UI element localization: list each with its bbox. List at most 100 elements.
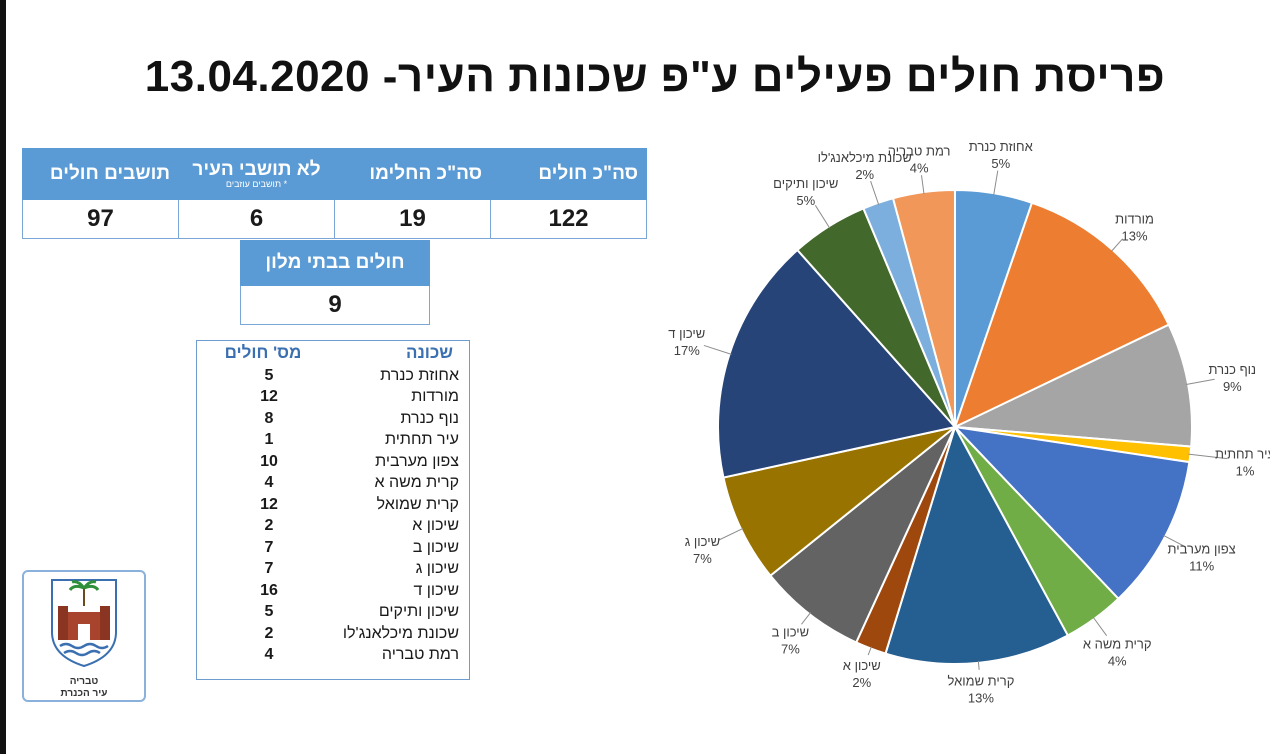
slice-label: עיר תחתית bbox=[1215, 447, 1270, 462]
slice-percent: 2% bbox=[852, 675, 871, 690]
value-hotel-patients: 9 bbox=[240, 285, 430, 325]
neighborhood-row: אחוזת כנרת 5 bbox=[197, 365, 469, 387]
slice-label: קרית משה א bbox=[1083, 636, 1152, 651]
neighborhood-table: שכונה מס' חולים אחוזת כנרת 5 מורדות 12 נוף כ… bbox=[196, 340, 470, 680]
neighborhood-count: 2 bbox=[264, 517, 274, 535]
neighborhood-name: שיכון ג bbox=[415, 560, 459, 578]
header-resident-patients: תושבים חולים bbox=[22, 148, 179, 200]
slice-percent: 11% bbox=[1189, 558, 1214, 573]
neighborhood-row: קרית שמואל 12 bbox=[197, 494, 469, 516]
neighborhood-count: 4 bbox=[264, 474, 274, 492]
hotel-table: חולים בבתי מלון 9 bbox=[240, 240, 430, 325]
leader-line bbox=[1188, 453, 1228, 460]
slice-percent: 4% bbox=[1108, 653, 1127, 668]
neighborhood-count: 12 bbox=[260, 388, 278, 406]
slice-label: צפון מערבית bbox=[1168, 541, 1236, 556]
leader-line bbox=[1163, 534, 1186, 548]
neighborhood-row: קרית משה א 4 bbox=[197, 473, 469, 495]
leader-line bbox=[921, 175, 925, 195]
slice-percent: 9% bbox=[1223, 379, 1242, 394]
header-total-patients: סה"כ חולים bbox=[490, 148, 647, 200]
neighborhood-count: 1 bbox=[264, 431, 274, 449]
slice-label: נוף כנרת bbox=[1209, 362, 1257, 377]
leader-line bbox=[867, 646, 872, 656]
slice-percent: 13% bbox=[968, 691, 994, 706]
leader-line bbox=[1186, 378, 1215, 385]
neighborhood-count: 5 bbox=[264, 366, 274, 384]
header-hotel-patients: חולים בבתי מלון bbox=[240, 240, 430, 286]
neighborhood-table-header: שכונה מס' חולים bbox=[197, 341, 469, 365]
slice-label: שיכון ג bbox=[685, 534, 720, 549]
neighborhood-name: שיכון א bbox=[412, 517, 459, 535]
leader-line bbox=[814, 205, 831, 229]
value-recovered: 19 bbox=[334, 199, 491, 239]
slice-label: שיכון א bbox=[843, 658, 881, 673]
slice-label: שכונת מיכלאנג'לו bbox=[818, 150, 912, 165]
slice-label: מורדות bbox=[1115, 211, 1154, 226]
neighborhood-name: שכונת מיכלאנג'לו bbox=[342, 624, 459, 642]
neighborhood-row: שיכון א 2 bbox=[197, 516, 469, 538]
leader-line bbox=[977, 660, 980, 670]
value-total-patients: 122 bbox=[490, 199, 647, 239]
leader-line bbox=[703, 344, 732, 355]
slice-percent: 17% bbox=[674, 343, 700, 358]
neighborhood-count: 10 bbox=[260, 452, 278, 470]
city-emblem-icon bbox=[51, 579, 117, 668]
tiberias-logo: טבריה עיר הכנרת bbox=[22, 570, 146, 702]
header-non-residents: לא תושבי העיר * תושבים עוזבים bbox=[178, 148, 335, 200]
logo-text-tagline: עיר הכנרת bbox=[60, 688, 108, 699]
neighborhood-row: שיכון ד 16 bbox=[197, 580, 469, 602]
neighborhood-row: צפון מערבית 10 bbox=[197, 451, 469, 473]
neighborhood-name: קרית משה א bbox=[374, 474, 459, 492]
neighborhood-name: אחוזת כנרת bbox=[380, 366, 459, 384]
slice-label: שיכון ב bbox=[772, 624, 810, 639]
value-resident-patients: 97 bbox=[22, 199, 179, 239]
leader-line bbox=[993, 170, 999, 196]
leader-line bbox=[1110, 238, 1123, 252]
column-patient-count: מס' חולים bbox=[224, 343, 302, 362]
slice-percent: 5% bbox=[796, 193, 815, 208]
logo-text-city: טבריה bbox=[69, 676, 99, 687]
slice-percent: 7% bbox=[693, 551, 712, 566]
slice-percent: 1% bbox=[1236, 464, 1255, 479]
neighborhood-name: רמת טבריה bbox=[381, 646, 459, 664]
non-residents-note: * תושבים עוזבים bbox=[225, 179, 288, 189]
neighborhood-count: 4 bbox=[264, 646, 274, 664]
slice-percent: 4% bbox=[910, 160, 929, 175]
slice-label: קרית שמואל bbox=[947, 674, 1014, 689]
slice-percent: 7% bbox=[781, 641, 800, 656]
neighborhood-name: שיכון ותיקים bbox=[378, 603, 459, 621]
value-non-residents: 6 bbox=[178, 199, 335, 239]
neighborhood-name: צפון מערבית bbox=[375, 452, 459, 470]
pie-chart: אחוזת כנרת 5% מורדות 13% נוף כנרת 9% עיר תחתית… bbox=[668, 139, 1270, 706]
leader-line bbox=[801, 612, 812, 625]
slice-label: אחוזת כנרת bbox=[969, 139, 1033, 154]
neighborhood-row: שיכון ב 7 bbox=[197, 537, 469, 559]
slice-label: שיכון ד bbox=[668, 326, 705, 341]
neighborhood-row: נוף כנרת 8 bbox=[197, 408, 469, 430]
neighborhood-count: 12 bbox=[260, 495, 278, 513]
neighborhood-count: 7 bbox=[264, 560, 274, 578]
slice-percent: 2% bbox=[855, 167, 874, 182]
slice-label: רמת טבריה bbox=[888, 143, 951, 158]
neighborhood-row: רמת טבריה 4 bbox=[197, 645, 469, 667]
summary-table: סה"כ חולים סה"כ החלימו לא תושבי העיר * ת… bbox=[22, 148, 647, 239]
page-title: פריסת חולים פעילים ע"פ שכונות העיר- 13.0… bbox=[144, 52, 1166, 101]
neighborhood-count: 7 bbox=[264, 538, 274, 556]
neighborhood-row: שיכון ג 7 bbox=[197, 559, 469, 581]
neighborhood-row: עיר תחתית 1 bbox=[197, 430, 469, 452]
neighborhood-count: 8 bbox=[264, 409, 274, 427]
header-recovered: סה"כ החלימו bbox=[334, 148, 491, 200]
neighborhood-count: 16 bbox=[260, 581, 278, 599]
neighborhood-name: מורדות bbox=[411, 388, 459, 406]
neighborhood-row: שיכון ותיקים 5 bbox=[197, 602, 469, 624]
neighborhood-count: 2 bbox=[264, 624, 274, 642]
leader-line bbox=[1092, 616, 1108, 637]
neighborhood-name: שיכון ד bbox=[413, 581, 459, 599]
slice-percent: 13% bbox=[1122, 228, 1148, 243]
neighborhood-count: 5 bbox=[264, 603, 274, 621]
neighborhood-name: קרית שמואל bbox=[376, 495, 459, 513]
neighborhood-name: נוף כנרת bbox=[400, 409, 459, 427]
leader-line bbox=[718, 528, 744, 541]
slice-label: שיכון ותיקים bbox=[773, 176, 838, 191]
